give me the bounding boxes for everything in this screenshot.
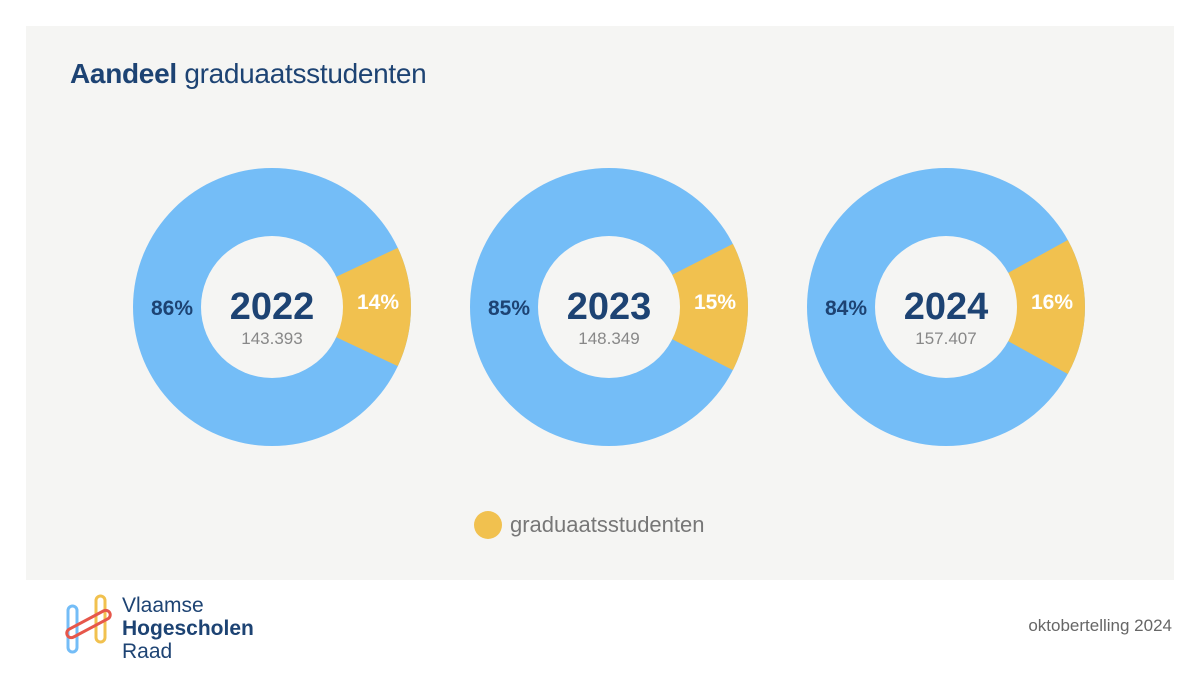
chart-title: Aandeel graduaatsstudenten (70, 58, 427, 90)
donut-total-2024: 157.407 (915, 329, 976, 348)
donut-year-2023: 2023 (567, 286, 652, 328)
donut-total-2023: 148.349 (578, 329, 639, 348)
donut-label-base-2024: 84% (825, 297, 867, 320)
source-note: oktobertelling 2024 (1028, 616, 1172, 635)
donut-hole-2024 (875, 236, 1017, 378)
donut-label-highlight-2024: 16% (1031, 291, 1073, 314)
vlhora-logo: Vlaamse Hogescholen Raad (62, 592, 282, 663)
logo-line-3: Raad (122, 640, 173, 663)
legend-label-graduaatsstudenten: graduaatsstudenten (510, 512, 705, 537)
donut-year-2022: 2022 (230, 286, 315, 328)
donut-label-highlight-2023: 15% (694, 291, 736, 314)
chart-title-rest: graduaatsstudenten (184, 58, 427, 89)
donut-year-2024: 2024 (904, 286, 989, 328)
donut-total-2022: 143.393 (241, 329, 302, 348)
donut-hole-2023 (538, 236, 680, 378)
donut-label-base-2023: 85% (488, 297, 530, 320)
logo-line-2: Hogescholen (122, 617, 254, 640)
logo-line-1: Vlaamse (122, 594, 204, 617)
donut-label-highlight-2022: 14% (357, 291, 399, 314)
donut-label-base-2022: 86% (151, 297, 193, 320)
legend-swatch-graduaatsstudenten (474, 511, 502, 539)
logo-wordmark: Vlaamse Hogescholen Raad (122, 594, 254, 663)
logo-mark-icon (65, 594, 112, 654)
donut-hole-2022 (201, 236, 343, 378)
legend: graduaatsstudenten (474, 511, 705, 539)
chart-title-bold: Aandeel (70, 58, 177, 89)
